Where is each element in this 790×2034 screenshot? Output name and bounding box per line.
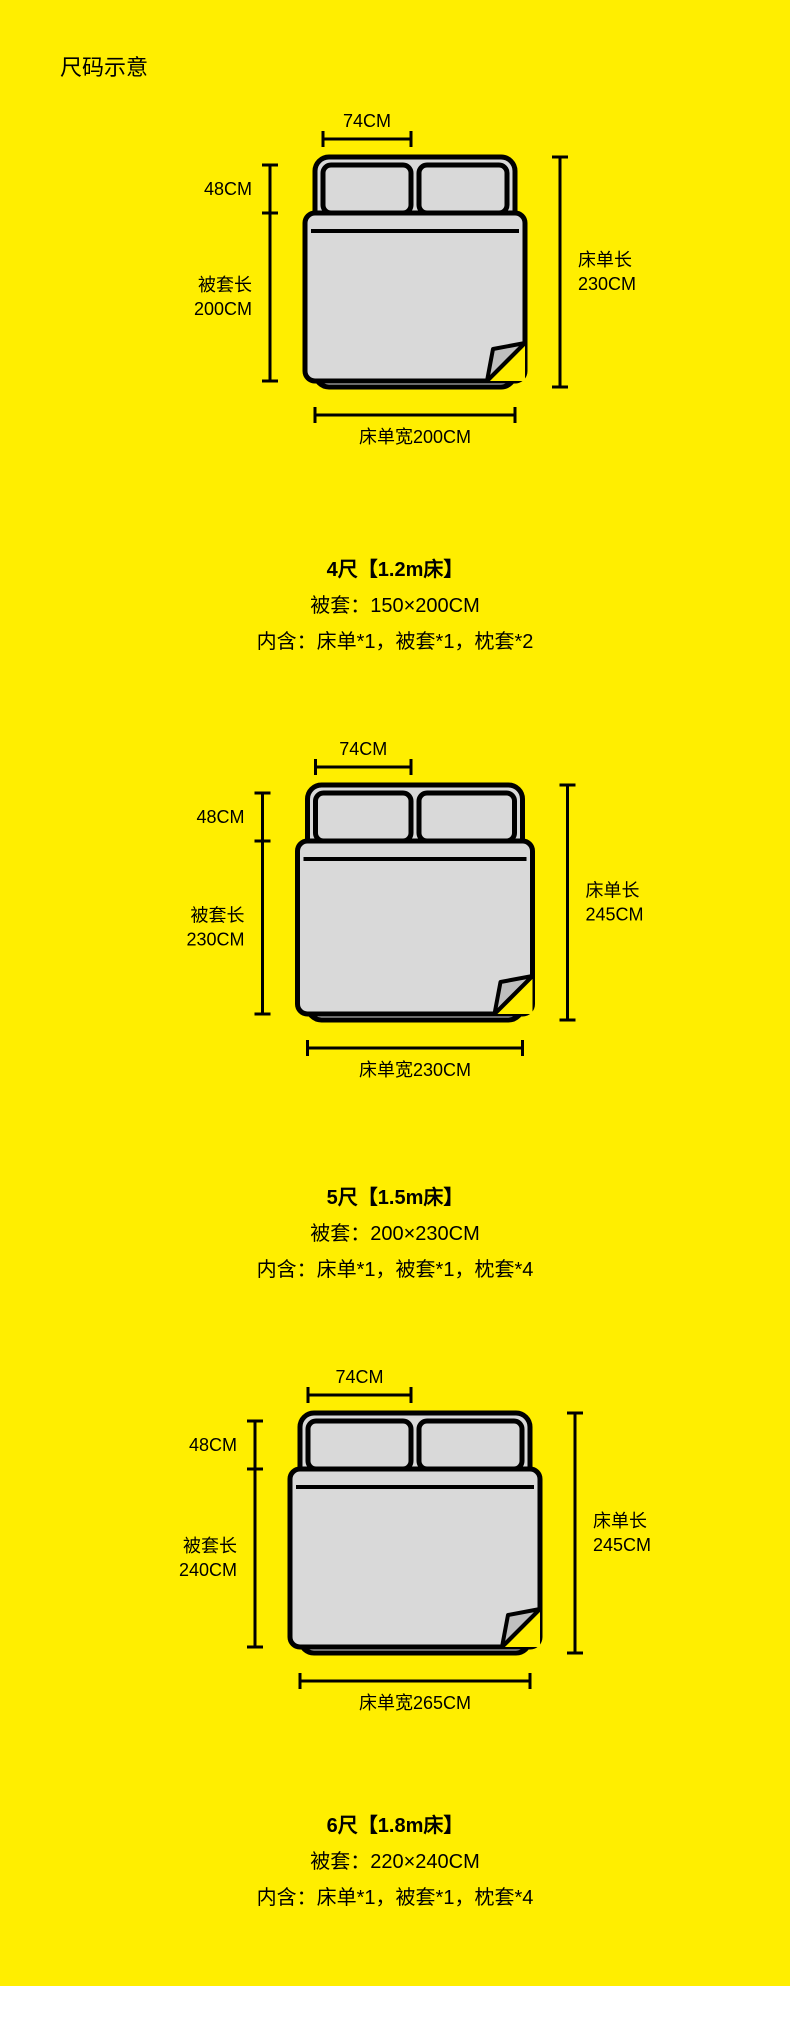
pillow-height-label: 48CM <box>189 1435 237 1455</box>
bed-size-block: 74CM 48CM 被套长 230CM 床单长 245CM 床单宽230CM 5尺【1.5m床… <box>0 730 790 1358</box>
bed-description: 6尺【1.8m床】被套：220×240CM内含：床单*1，被套*1，枕套*4 <box>0 1778 790 1986</box>
bed-description: 5尺【1.5m床】被套：200×230CM内含：床单*1，被套*1，枕套*4 <box>0 1150 790 1358</box>
sheet-length-label: 床单长 <box>593 1511 647 1531</box>
bed-size-block: 74CM 48CM 被套长 240CM 床单长 245CM 床单宽265CM 6尺【1.8m床… <box>0 1358 790 1986</box>
duvet-size-text: 被套：220×240CM <box>0 1844 790 1880</box>
page-title: 尺码示意 <box>0 0 790 102</box>
pillow-width-label: 74CM <box>343 111 391 131</box>
sheet-width-label: 床单宽200CM <box>359 427 471 447</box>
bed-size-title: 4尺【1.2m床】 <box>0 552 790 588</box>
duvet-length-value: 230CM <box>186 930 244 950</box>
duvet-length-label: 被套长 <box>191 906 245 926</box>
contents-text: 内含：床单*1，被套*1，枕套*2 <box>0 624 790 660</box>
duvet-length-label: 被套长 <box>198 275 252 295</box>
bed-diagram: 74CM 48CM 被套长 240CM 床单长 245CM 床单宽265CM <box>115 1358 675 1778</box>
pillow-height-label: 48CM <box>204 179 252 199</box>
bed-description: 4尺【1.2m床】被套：150×200CM内含：床单*1，被套*1，枕套*2 <box>0 522 790 730</box>
sheet-length-label: 床单长 <box>578 250 632 270</box>
contents-text: 内含：床单*1，被套*1，枕套*4 <box>0 1252 790 1288</box>
pillow-height-label: 48CM <box>196 807 244 827</box>
bed-diagram: 74CM 48CM 被套长 200CM 床单长 230CM 床单宽200CM <box>115 102 675 522</box>
sheet-width-label: 床单宽265CM <box>359 1693 471 1713</box>
sheet-length-value: 230CM <box>578 274 636 294</box>
sheet-length-value: 245CM <box>586 905 644 925</box>
bed-size-title: 5尺【1.5m床】 <box>0 1180 790 1216</box>
duvet-length-value: 200CM <box>194 299 252 319</box>
duvet-length-label: 被套长 <box>183 1536 237 1556</box>
bed-size-title: 6尺【1.8m床】 <box>0 1808 790 1844</box>
duvet-length-value: 240CM <box>179 1560 237 1580</box>
bed-size-block: 74CM 48CM 被套长 200CM 床单长 230CM 床单宽200CM 4尺【1.2m床… <box>0 102 790 730</box>
pillow-width-label: 74CM <box>339 739 387 759</box>
duvet-size-text: 被套：200×230CM <box>0 1216 790 1252</box>
sheet-width-label: 床单宽230CM <box>359 1060 471 1080</box>
duvet-size-text: 被套：150×200CM <box>0 588 790 624</box>
pillow-width-label: 74CM <box>335 1367 383 1387</box>
bed-diagram: 74CM 48CM 被套长 230CM 床单长 245CM 床单宽230CM <box>115 730 675 1150</box>
sheet-length-label: 床单长 <box>586 881 640 901</box>
sheet-length-value: 245CM <box>593 1535 651 1555</box>
contents-text: 内含：床单*1，被套*1，枕套*4 <box>0 1880 790 1916</box>
